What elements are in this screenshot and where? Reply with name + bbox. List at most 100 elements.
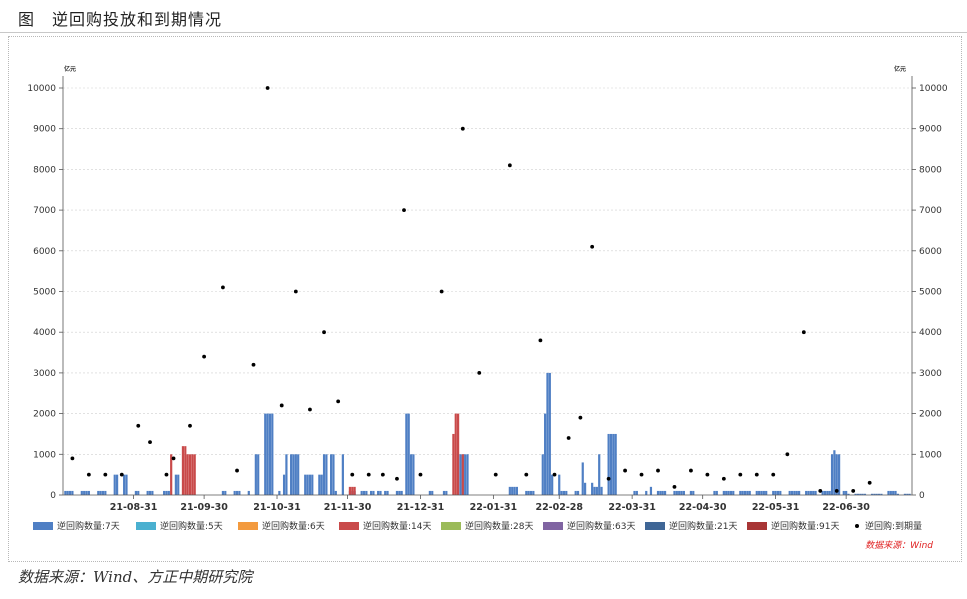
legend-swatch	[441, 522, 461, 530]
bar	[191, 454, 194, 495]
maturity-point	[148, 440, 152, 444]
bar	[830, 454, 834, 495]
bar	[812, 490, 815, 495]
bar	[224, 490, 227, 495]
bar	[692, 490, 695, 495]
bar	[548, 372, 551, 495]
x-tick-label: 22-03-31	[608, 502, 656, 513]
bar	[442, 490, 446, 495]
bar	[115, 474, 119, 495]
bar	[278, 490, 281, 495]
bar	[379, 490, 382, 495]
bar	[513, 486, 516, 495]
bar	[322, 454, 326, 495]
bar	[591, 482, 594, 495]
y-tick-label-left: 3000	[33, 369, 56, 379]
legend-marker	[855, 524, 859, 528]
legend: 逆回购数量:7天 逆回购数量:5天 逆回购数量:6天 逆回购数量:14天 逆回购数量:2…	[33, 520, 922, 532]
bar	[743, 490, 747, 495]
bar	[254, 454, 257, 495]
bar	[257, 454, 260, 495]
bar	[165, 490, 168, 495]
bar	[614, 433, 617, 495]
bar	[774, 490, 777, 495]
chart-frame	[8, 36, 962, 562]
bar	[445, 490, 448, 495]
legend-label: 逆回购数量:28天	[465, 520, 534, 532]
maturity-point	[460, 126, 465, 131]
bar	[308, 474, 312, 495]
maturity-point	[493, 472, 498, 477]
y-tick-label-left: 4000	[33, 328, 56, 338]
maturity-point	[834, 489, 839, 493]
maturity-point	[251, 362, 256, 367]
bar	[805, 490, 808, 495]
y-tick-label-left: 0	[50, 491, 56, 501]
bar	[772, 490, 775, 495]
bar	[541, 454, 544, 495]
bar	[595, 486, 598, 495]
bar	[661, 490, 664, 495]
legend-label: 逆回购数量:91天	[771, 520, 840, 532]
bar	[80, 490, 83, 495]
bar	[97, 490, 100, 495]
legend-swatch	[645, 522, 665, 530]
maturity-point	[477, 371, 482, 375]
legend-swatch	[339, 522, 359, 530]
maturity-point	[188, 423, 192, 428]
bar	[842, 490, 845, 495]
bar	[64, 490, 67, 495]
bar	[593, 486, 596, 495]
bar	[779, 490, 782, 495]
bar	[663, 490, 667, 495]
bar	[873, 493, 876, 495]
bar	[673, 490, 676, 495]
bar	[863, 493, 867, 495]
bar	[675, 490, 678, 495]
bar	[71, 490, 74, 495]
bar	[732, 490, 735, 495]
legend-swatch	[747, 522, 767, 530]
bar	[428, 490, 431, 495]
bar	[431, 490, 434, 495]
bar	[859, 493, 862, 495]
x-tick-label: 22-04-30	[679, 502, 727, 513]
bar	[889, 490, 892, 495]
legend-label: 逆回购数量:7天	[57, 520, 120, 532]
bar	[332, 454, 335, 495]
x-tick-label: 21-10-31	[253, 502, 301, 513]
bar	[85, 490, 88, 495]
maturity-point	[293, 289, 298, 294]
bar	[515, 486, 518, 495]
y-tick-label-right: 6000	[919, 247, 942, 257]
bar	[682, 490, 685, 495]
maturity-point	[164, 472, 169, 477]
gridlines	[63, 87, 912, 455]
bar	[511, 486, 514, 495]
bar	[758, 490, 761, 495]
legend-label: 逆回购数量:21天	[669, 520, 738, 532]
bar	[741, 490, 744, 495]
bar	[861, 493, 864, 495]
maturity-point	[801, 330, 806, 335]
bar	[186, 454, 189, 495]
bar	[365, 490, 368, 495]
maturity-point	[308, 407, 312, 412]
y-tick-label-right: 5000	[919, 288, 942, 298]
y-tick-label-right: 10000	[919, 84, 948, 94]
y-tick-label-right: 4000	[919, 328, 942, 338]
bar	[353, 486, 356, 495]
bar	[645, 490, 648, 495]
bar	[377, 490, 380, 495]
bar	[351, 486, 354, 495]
bar	[856, 493, 860, 495]
maturity-point	[86, 472, 91, 477]
bar	[311, 474, 314, 495]
maturity-point	[402, 208, 406, 213]
maturity-point	[818, 489, 823, 493]
bar	[146, 490, 149, 495]
bar	[722, 490, 725, 495]
bar	[508, 486, 511, 495]
bar	[727, 490, 730, 495]
y-tick-label-left: 2000	[33, 410, 56, 420]
